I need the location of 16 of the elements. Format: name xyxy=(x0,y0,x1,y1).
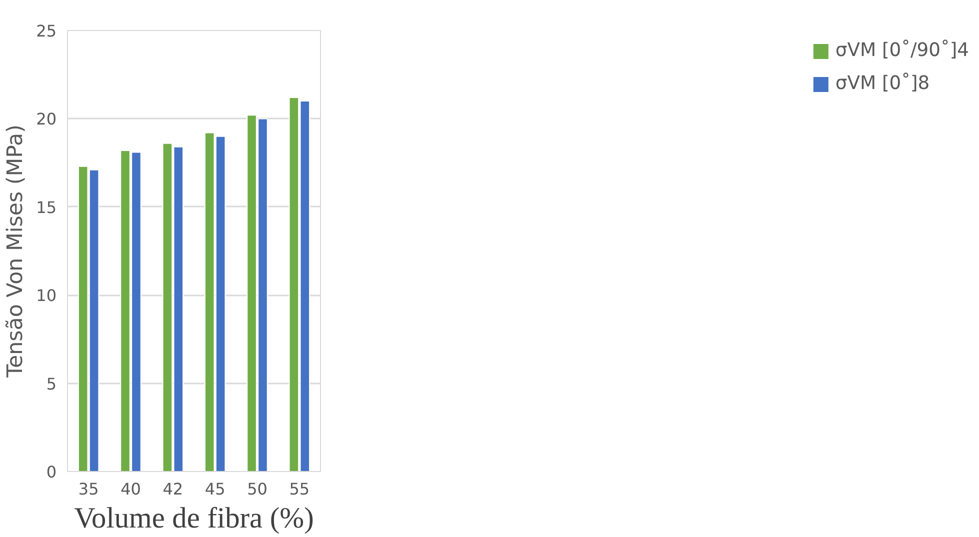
x-tick-label: 55 xyxy=(289,480,310,498)
x-tick-label: 45 xyxy=(204,480,226,498)
y-tick-label: 0 xyxy=(46,462,57,482)
y-tick-label: 20 xyxy=(36,110,56,129)
y-axis-title: Tensão Von Mises (MPa) xyxy=(3,124,28,378)
x-axis-title: Volume de fibra (%) xyxy=(74,502,314,534)
y-tick-label: 5 xyxy=(46,374,57,394)
y-tick-label: 15 xyxy=(36,198,56,217)
legend-label: σVM [0˚]8 xyxy=(835,73,930,94)
x-tick-label: 35 xyxy=(78,480,99,498)
x-tick-label: 42 xyxy=(162,480,184,498)
legend-label: σVM [0˚/90˚]4 xyxy=(835,40,969,61)
x-tick-label: 50 xyxy=(247,480,268,498)
x-tick-label: 40 xyxy=(120,480,141,498)
y-tick-label: 25 xyxy=(36,22,56,40)
y-tick-label: 10 xyxy=(36,286,56,306)
